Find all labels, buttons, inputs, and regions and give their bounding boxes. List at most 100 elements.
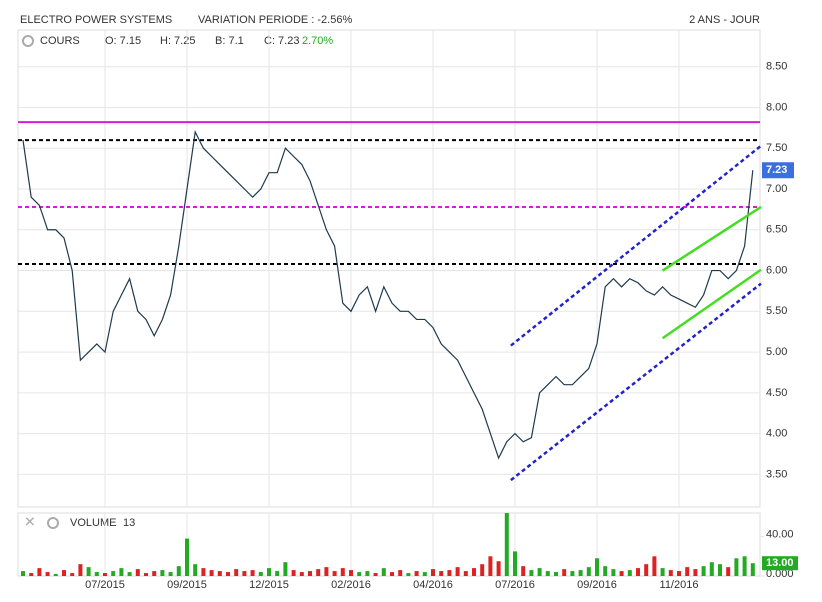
close-icon[interactable]: ✕ (24, 514, 36, 530)
volume-bar (365, 571, 370, 576)
legend-change: 2.70% (302, 35, 333, 47)
volume-bar (529, 570, 534, 576)
volume-bar (21, 571, 25, 576)
volume-bar (422, 572, 427, 576)
trend-line (661, 205, 762, 272)
volume-bar (472, 568, 476, 576)
y-tick-label: 7.00 (766, 183, 787, 195)
volume-bar (127, 572, 132, 576)
y-tick-label: 6.50 (766, 224, 787, 236)
volume-bar (103, 573, 107, 576)
y-tick-label: 8.00 (766, 101, 787, 113)
volume-bar (250, 570, 255, 576)
volume-bar (373, 573, 378, 576)
volume-name: VOLUME (70, 517, 116, 529)
y-tick-label: 7.50 (766, 142, 787, 154)
x-tick-label: 02/2016 (331, 579, 371, 591)
y-tick-label: 4.50 (766, 387, 787, 399)
period: 2 ANS - JOUR (689, 14, 760, 26)
y-tick-label: 4.00 (766, 428, 787, 440)
volume-bar (332, 571, 337, 576)
volume-bar (193, 564, 198, 576)
volume-bar (176, 566, 181, 576)
volume-bar (644, 564, 649, 576)
volume-bar (537, 568, 542, 576)
volume-bar (709, 562, 714, 576)
volume-bar (299, 572, 304, 576)
volume-bar (504, 513, 509, 576)
volume-bar (480, 564, 485, 576)
volume-bar (603, 566, 608, 576)
volume-bar (144, 573, 148, 576)
volume-bar (308, 571, 312, 576)
volume-panel (17, 512, 761, 577)
volume-bar (742, 556, 747, 576)
volume-bar (168, 572, 173, 576)
volume-bar (668, 570, 673, 576)
volume-bar (316, 569, 321, 576)
settings-icon[interactable] (47, 517, 59, 529)
volume-bar (242, 571, 247, 576)
trend-line (661, 268, 762, 340)
volume-bar (652, 556, 657, 576)
x-tick-label: 04/2016 (413, 579, 453, 591)
volume-bar (381, 568, 386, 576)
last-price-box (762, 162, 794, 179)
x-tick-label: 12/2015 (249, 579, 289, 591)
x-tick-label: 11/2016 (660, 579, 699, 591)
volume-bar (267, 568, 271, 576)
volume-bar (718, 564, 722, 576)
volume-bar (349, 570, 353, 576)
volume-bar (324, 567, 329, 576)
volume-bar (619, 571, 624, 576)
settings-icon[interactable] (22, 35, 34, 47)
volume-bar (291, 570, 296, 576)
y-tick-label: 6.00 (766, 264, 787, 276)
volume-bar (734, 558, 739, 576)
y-tick-label: 8.50 (766, 61, 787, 73)
volume-bar (455, 567, 460, 576)
volume-bar (562, 569, 567, 576)
legend-high: H: 7.25 (160, 35, 195, 47)
y-tick-label: 40.00 (766, 529, 794, 541)
x-tick-label: 07/2015 (85, 579, 125, 591)
volume-bar (677, 571, 681, 576)
volume-bar (275, 571, 280, 576)
volume-bar (357, 572, 362, 576)
y-tick-label: 5.50 (766, 305, 787, 317)
volume-bar (431, 569, 435, 576)
last-volume-label: 13.00 (766, 557, 794, 569)
x-tick-label: 09/2016 (577, 579, 617, 591)
volume-bar (578, 570, 583, 576)
volume-bar (611, 569, 616, 576)
last-volume-box (762, 556, 798, 571)
volume-bar (750, 563, 755, 576)
volume-bar (390, 572, 394, 576)
legend-close: C: 7.23 (264, 35, 299, 47)
volume-bar (62, 570, 66, 576)
volume-bar (283, 562, 288, 576)
volume-bar (135, 569, 140, 576)
volume-bar (111, 571, 116, 576)
volume-last: 13 (123, 517, 135, 529)
volume-bar (545, 571, 550, 576)
volume-bar (660, 568, 665, 576)
trend-line (510, 282, 762, 482)
volume-bar (70, 573, 75, 576)
volume-bar (627, 570, 632, 576)
volume-bar (185, 538, 189, 576)
volume-bar (53, 574, 58, 576)
legend-name: COURS (40, 35, 80, 47)
volume-bar (447, 570, 452, 576)
chart-subtitle: VARIATION PERIODE : -2.56% (198, 14, 352, 26)
legend-open: O: 7.15 (105, 35, 141, 47)
price-line (22, 129, 754, 460)
volume-bar (119, 568, 124, 576)
volume-bar (570, 571, 575, 576)
volume-bar (398, 570, 403, 576)
volume-bar (226, 572, 230, 576)
y-tick-label: 3.50 (766, 468, 787, 480)
chart-title: ELECTRO POWER SYSTEMS (20, 14, 172, 26)
x-tick-label: 07/2016 (495, 579, 535, 591)
